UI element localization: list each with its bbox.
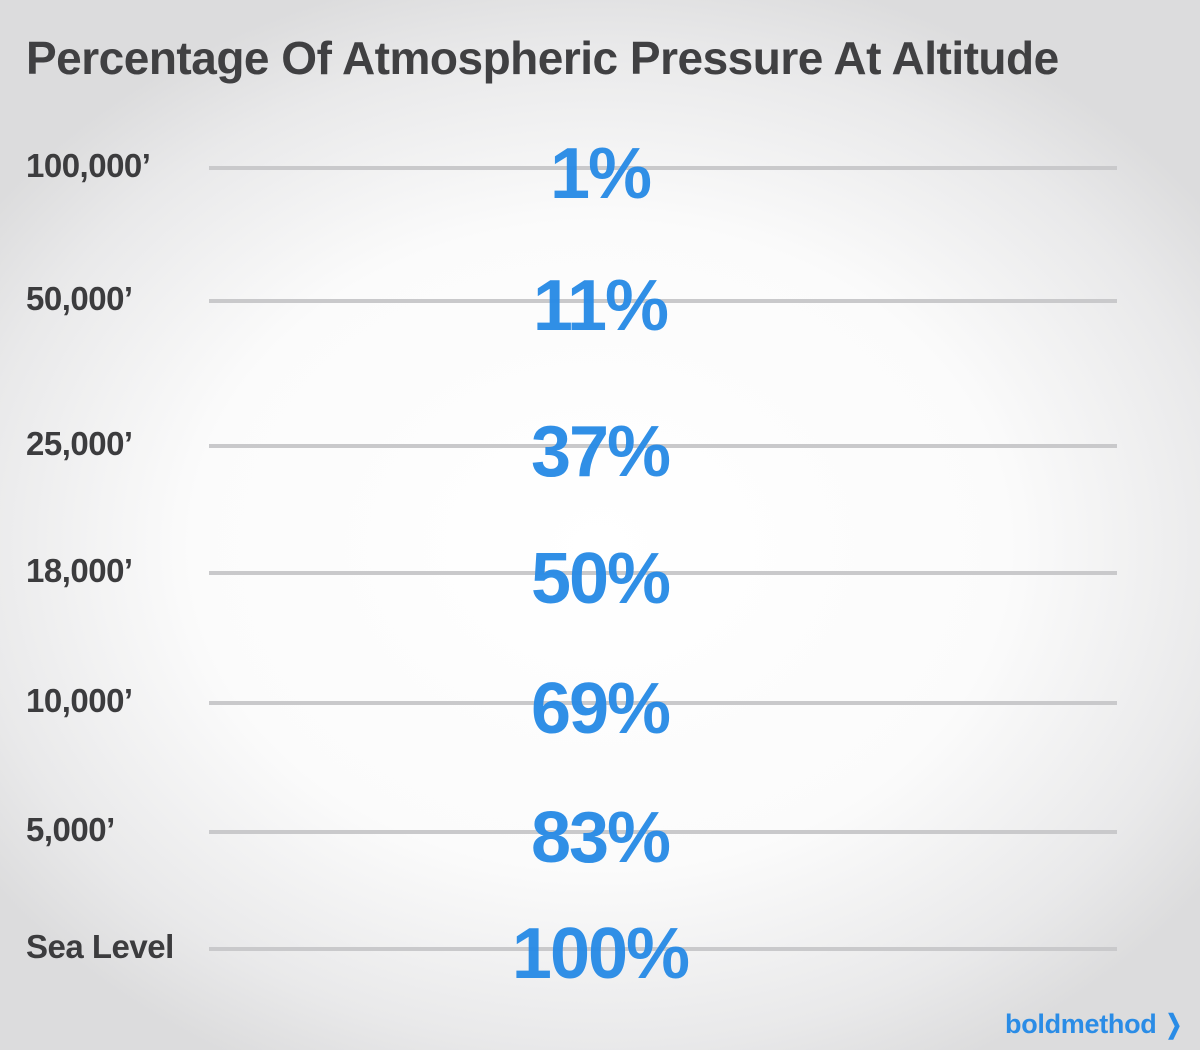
pressure-value: 83% <box>530 798 671 878</box>
row-divider-line <box>209 571 1117 575</box>
altitude-label: 10,000’ <box>26 682 133 719</box>
row-divider-line <box>209 166 1117 170</box>
pressure-value: 1% <box>549 134 652 214</box>
row-divider-line <box>209 299 1117 303</box>
altitude-label: 18,000’ <box>26 552 133 589</box>
pressure-value: 69% <box>530 669 671 749</box>
altitude-label: 100,000’ <box>26 147 151 184</box>
altitude-label: 50,000’ <box>26 280 133 317</box>
altitude-label: 25,000’ <box>26 425 133 462</box>
row-divider-line <box>209 701 1117 705</box>
brand-name: boldmethod <box>1005 1009 1157 1039</box>
row-divider-line <box>209 830 1117 834</box>
chevron-right-icon: ❯ <box>1165 1009 1182 1039</box>
brand-logo[interactable]: boldmethod ❯ <box>1005 1008 1184 1040</box>
pressure-value: 100% <box>511 914 690 994</box>
pressure-value: 50% <box>530 539 671 619</box>
pressure-value: 37% <box>530 412 671 492</box>
altitude-label: Sea Level <box>26 928 174 965</box>
altitude-label: 5,000’ <box>26 811 115 848</box>
row-divider-line <box>209 444 1117 448</box>
page-title: Percentage Of Atmospheric Pressure At Al… <box>26 32 1059 84</box>
pressure-value: 11% <box>532 266 669 346</box>
row-divider-line <box>209 947 1117 951</box>
